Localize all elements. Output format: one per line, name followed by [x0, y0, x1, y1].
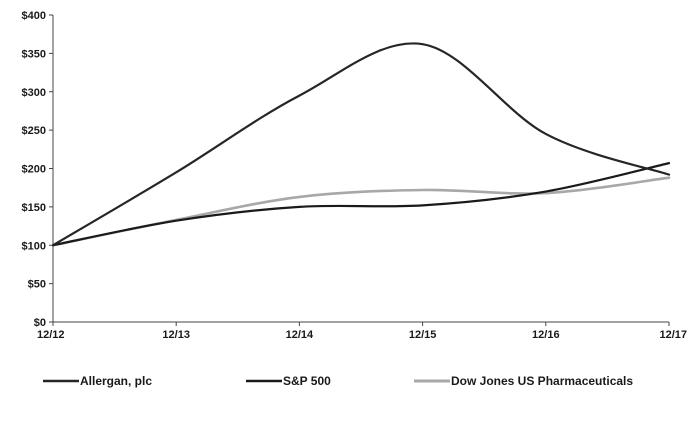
- series-line-1: [51, 162, 671, 247]
- y-tick-label: $350: [22, 48, 46, 60]
- y-tick-label: $400: [22, 10, 46, 22]
- x-axis-ticks: 12/12 12/13 12/14 12/15 12/16 12/17: [37, 322, 687, 341]
- x-tick-label: 12/14: [286, 329, 314, 341]
- legend: Allergan, plc S&P 500 Dow Jones US Pharmac…: [43, 374, 633, 388]
- y-tick-label: $100: [22, 240, 46, 252]
- x-tick-label: 12/15: [409, 329, 437, 341]
- y-tick-label: $250: [22, 125, 46, 137]
- y-tick-label: $0: [34, 317, 46, 329]
- legend-label-0: Allergan, plc: [80, 374, 152, 388]
- axes: [52, 15, 669, 323]
- legend-label-1: S&P 500: [283, 374, 331, 388]
- x-tick-label: 12/16: [532, 329, 560, 341]
- y-tick-label: $300: [22, 87, 46, 99]
- series-line-0: [51, 42, 671, 247]
- x-tick-label: 12/12: [37, 329, 65, 341]
- legend-label-2: Dow Jones US Pharmaceuticals: [451, 374, 633, 388]
- series-line-2: [51, 176, 671, 247]
- series-layer: [51, 42, 671, 247]
- x-tick-label: 12/17: [659, 329, 687, 341]
- y-tick-label: $150: [22, 202, 46, 214]
- x-tick-label: 12/13: [162, 329, 190, 341]
- y-axis-ticks: $0 $50 $100 $150 $200 $250 $300 $350 $400: [22, 10, 53, 329]
- y-tick-label: $50: [28, 279, 46, 291]
- y-tick-label: $200: [22, 164, 46, 176]
